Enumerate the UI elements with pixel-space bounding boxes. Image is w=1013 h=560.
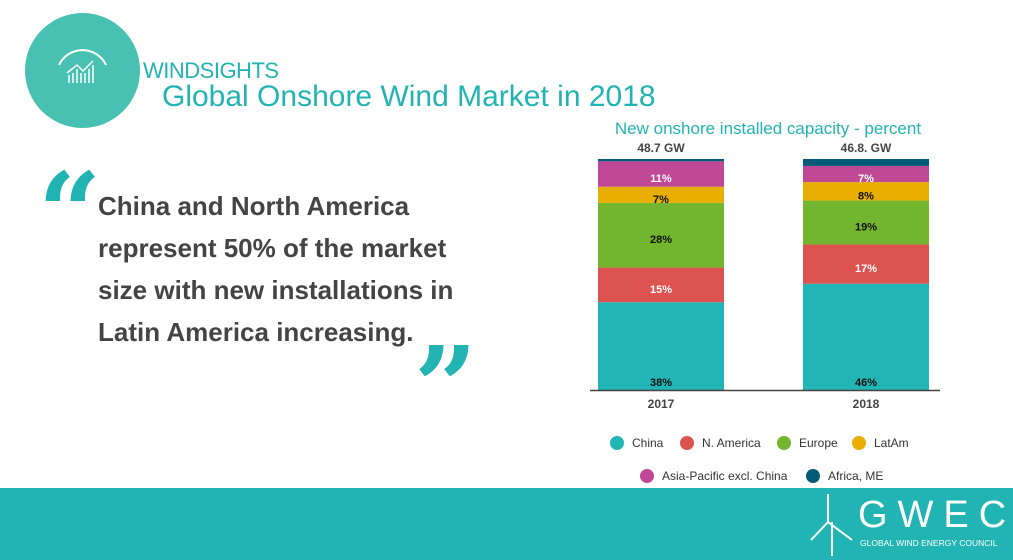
legend-swatch (852, 436, 866, 450)
close-quote-icon: ” (414, 322, 478, 451)
legend-item: LatAm (852, 436, 909, 450)
windsights-logo (25, 13, 140, 128)
legend-swatch (806, 469, 820, 483)
gwec-logo-subtitle: GLOBAL WIND ENERGY COUNCIL (860, 538, 998, 548)
legend-label: Asia-Pacific excl. China (662, 469, 788, 483)
bar-2017-latam (598, 186, 724, 203)
data-label: 8% (858, 190, 874, 202)
legend-swatch (640, 469, 654, 483)
data-label: 46% (855, 377, 877, 389)
data-label: 19% (855, 222, 877, 234)
bar-2018-china (803, 283, 929, 390)
x-tick-label: 2018 (853, 397, 880, 411)
chart-title: New onshore installed capacity - percent (615, 119, 921, 138)
total-label: 48.7 GW (637, 141, 685, 155)
x-tick-label: 2017 (648, 397, 675, 411)
data-label: 28% (650, 234, 672, 246)
legend-label: LatAm (874, 436, 909, 450)
bar-2017-africa-me (598, 159, 724, 162)
bar-2017-asia-pacific-excl-china (598, 161, 724, 187)
data-label: 7% (653, 194, 669, 206)
data-label: 7% (858, 173, 874, 185)
data-label: 17% (855, 263, 877, 275)
footer (0, 488, 1013, 560)
data-label: 15% (650, 284, 672, 296)
bar-2017-europe (598, 202, 724, 268)
open-quote-icon: “ (38, 148, 102, 277)
bar-2018-n-america (803, 244, 929, 284)
data-label: 11% (650, 173, 672, 185)
gwec-logo: GWEC (858, 494, 1013, 536)
data-label: 38% (650, 377, 672, 389)
legend-item: China (610, 436, 663, 450)
stacked-bar-chart: New onshore installed capacity - percent… (590, 119, 940, 411)
wind-turbine-icon (810, 494, 853, 556)
page-title: Global Onshore Wind Market in 2018 (162, 80, 656, 113)
bar-2017-china (598, 302, 724, 390)
quote-text: China and North America represent 50% of… (98, 191, 454, 347)
bar-2018-latam (803, 182, 929, 201)
legend-item: Asia-Pacific excl. China (640, 469, 787, 483)
legend-label: China (632, 436, 664, 450)
legend-item: Africa, ME (806, 469, 883, 483)
bar-2018-europe (803, 200, 929, 245)
legend-swatch (680, 436, 694, 450)
legend-swatch (610, 436, 624, 450)
legend-swatch (777, 436, 791, 450)
bar-2018-asia-pacific-excl-china (803, 165, 929, 183)
legend-label: Europe (799, 436, 838, 450)
legend-item: N. America (680, 436, 761, 450)
bar-2017-n-america (598, 267, 724, 303)
bar-2018-africa-me (803, 159, 929, 166)
legend-item: Europe (777, 436, 838, 450)
chart-icon (58, 49, 107, 83)
total-label: 46.8. GW (841, 141, 892, 155)
legend-label: Africa, ME (828, 469, 884, 483)
brand-name: WINDSIGHTS (143, 58, 279, 83)
legend-label: N. America (702, 436, 761, 450)
